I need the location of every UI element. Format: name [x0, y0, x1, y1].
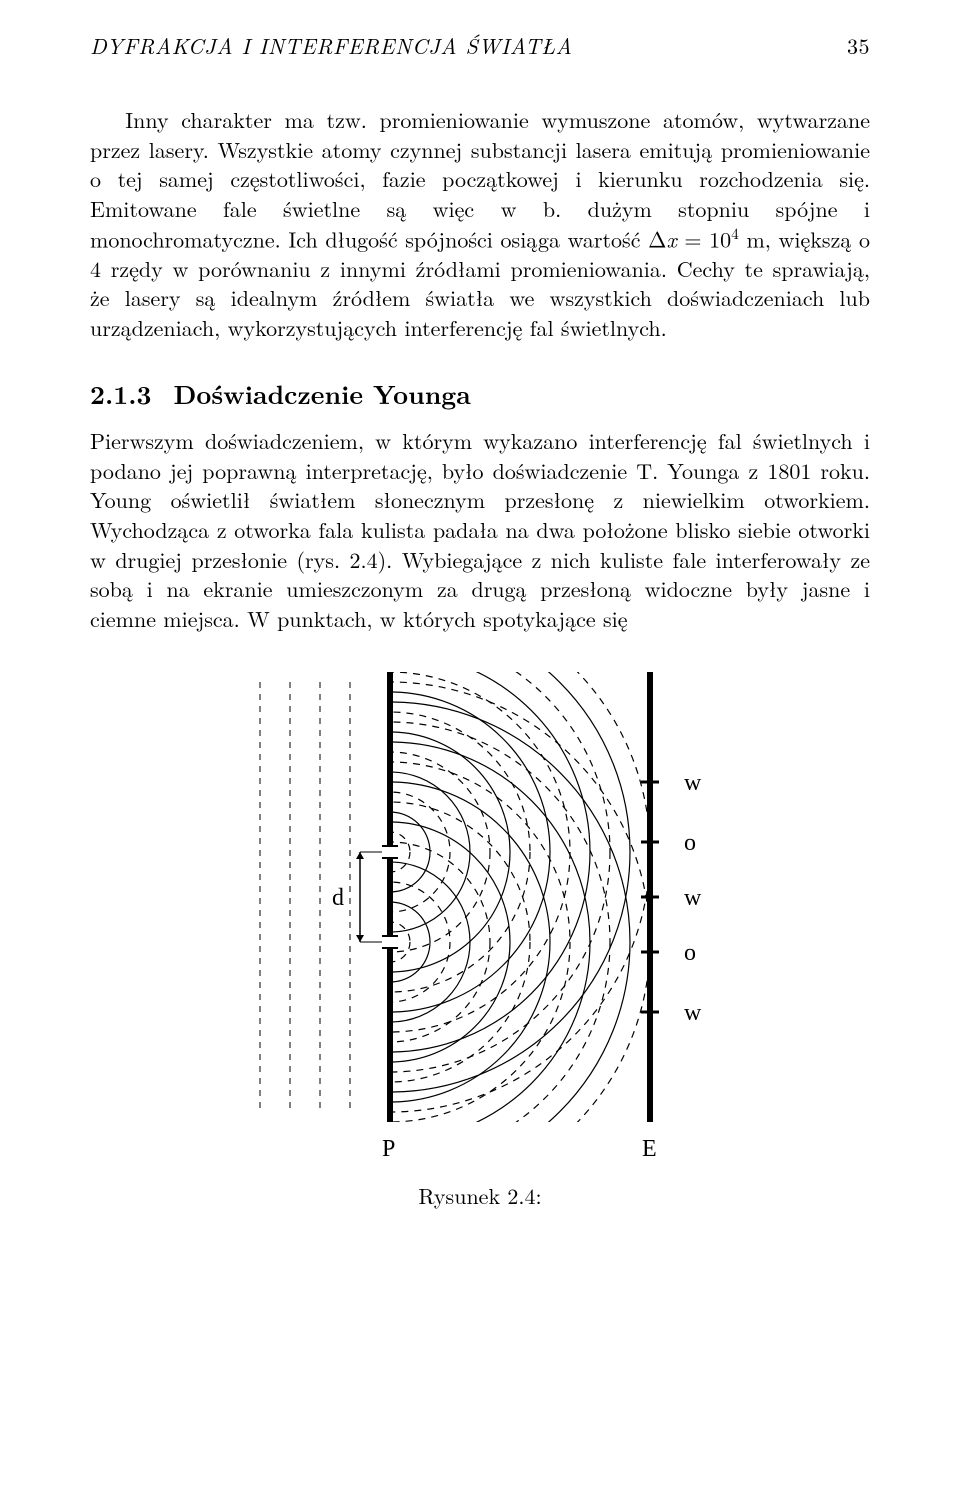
section-heading: 2.1.3 Doświadczenie Younga	[90, 375, 870, 412]
page: DYFRAKCJA I INTERFERENCJA ŚWIATŁA 35 Inn…	[0, 0, 960, 1486]
body-paragraph-1: Inny charakter ma tzw. promieniowanie wy…	[90, 105, 870, 343]
svg-text:E: E	[642, 1136, 657, 1162]
svg-text:w: w	[684, 1000, 702, 1026]
young-experiment-diagram: w o w o w d P E	[210, 662, 750, 1162]
svg-text:w: w	[684, 770, 702, 796]
svg-text:d: d	[332, 885, 344, 911]
running-head: DYFRAKCJA I INTERFERENCJA ŚWIATŁA 35	[90, 30, 870, 61]
figure-caption: Rysunek 2.4:	[418, 1180, 541, 1211]
running-title: DYFRAKCJA I INTERFERENCJA ŚWIATŁA	[90, 30, 572, 61]
figure-2-4: w o w o w d P E Rysunek 2.4:	[90, 662, 870, 1211]
section-title: Doświadczenie Younga	[173, 375, 470, 412]
svg-text:o: o	[684, 940, 696, 966]
page-number: 35	[847, 30, 870, 61]
section-number: 2.1.3	[90, 375, 151, 412]
svg-text:w: w	[684, 885, 702, 911]
body-paragraph-2: Pierwszym doświadczeniem, w którym wykaz…	[90, 426, 870, 634]
svg-text:P: P	[382, 1136, 395, 1162]
svg-text:o: o	[684, 830, 696, 856]
